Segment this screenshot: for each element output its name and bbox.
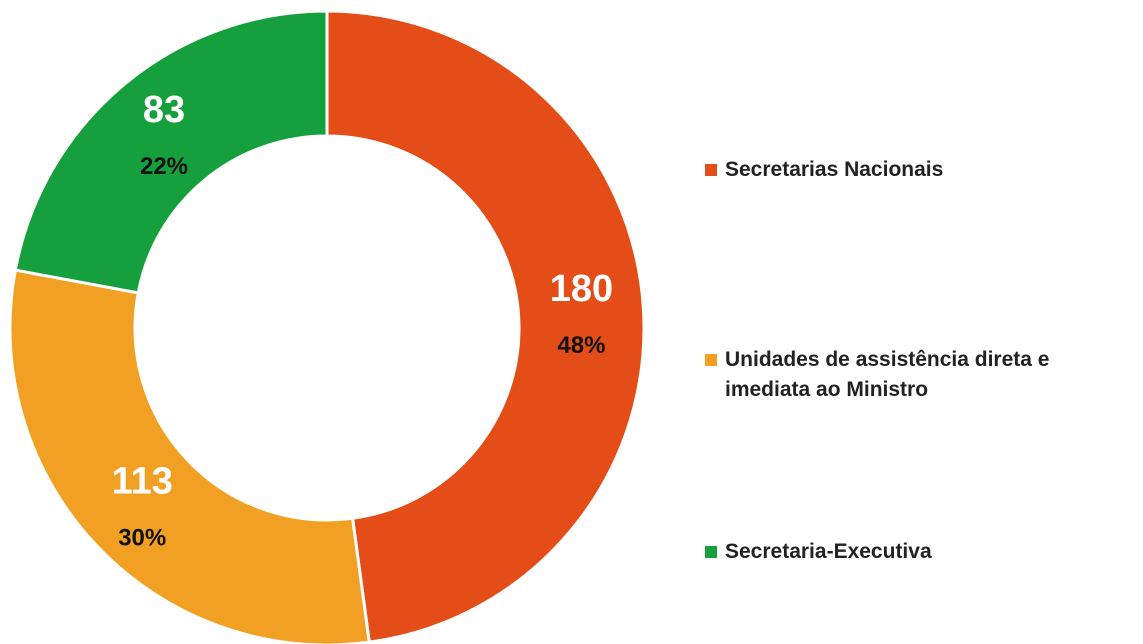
legend-swatch <box>705 546 717 558</box>
donut-slice <box>325 9 646 644</box>
legend-label: Secretarias Nacionais <box>725 158 944 181</box>
legend-swatch <box>705 164 717 176</box>
value-label: 180 <box>550 268 613 310</box>
legend: Secretarias Nacionais Unidades de assistê… <box>705 0 1143 644</box>
percent-label: 22% <box>140 153 188 180</box>
percent-label: 48% <box>557 332 605 359</box>
percent-label: 30% <box>118 525 166 552</box>
legend-label: Secretaria-Executiva <box>725 540 932 563</box>
value-label: 113 <box>112 461 173 503</box>
legend-item: Unidades de assistência direta e imediat… <box>705 345 1143 405</box>
legend-item: Secretaria-Executiva <box>705 537 1143 567</box>
donut-slice <box>8 268 371 644</box>
legend-item: Secretarias Nacionais <box>705 155 1143 185</box>
donut: 180 48% 113 30% 83 22% <box>8 9 646 644</box>
value-label: 83 <box>143 89 185 131</box>
donut-slice <box>13 9 329 295</box>
legend-swatch <box>705 354 717 366</box>
legend-label: Unidades de assistência direta e imediat… <box>725 348 1050 401</box>
